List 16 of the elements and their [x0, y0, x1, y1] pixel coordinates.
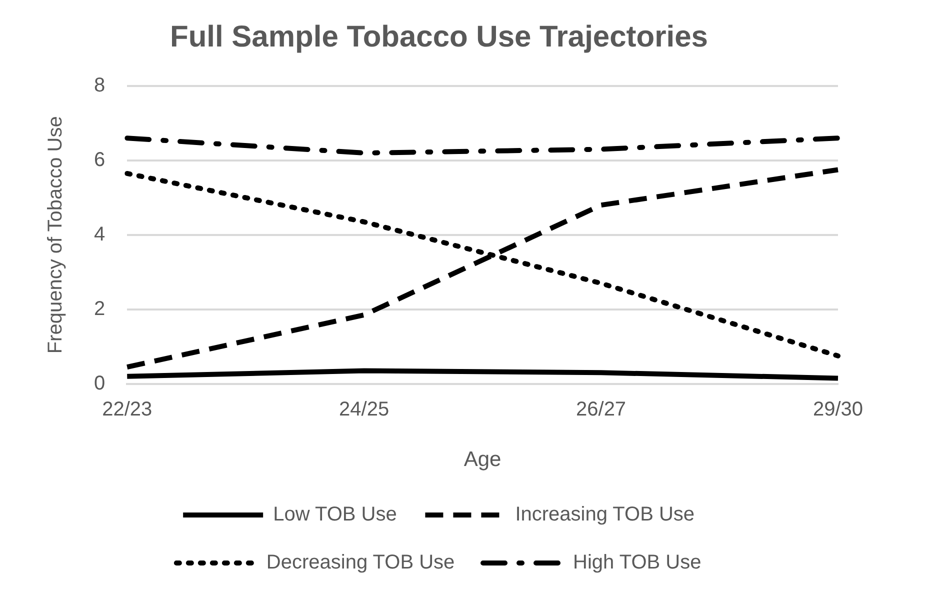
x-axis-title: Age — [464, 448, 502, 472]
y-axis-title: Frequency of Tobacco Use — [44, 116, 67, 354]
legend-label: High TOB Use — [573, 552, 702, 574]
y-tick-label: 2 — [94, 298, 106, 320]
chart-title: Full Sample Tobacco Use Trajectories — [170, 20, 708, 54]
x-tick-label: 22/23 — [102, 398, 152, 420]
y-tick-label: 6 — [94, 148, 106, 171]
legend-label: Low TOB Use — [273, 504, 397, 526]
y-tick-label: 0 — [94, 372, 106, 394]
x-tick-label: 24/25 — [339, 398, 390, 420]
y-tick-label: 8 — [94, 74, 106, 97]
x-tick-label: 29/30 — [812, 398, 864, 420]
legend-label: Decreasing TOB Use — [266, 552, 455, 574]
x-tick-label: 26/27 — [576, 398, 626, 420]
legend-label: Increasing TOB Use — [515, 504, 695, 526]
y-tick-label: 4 — [94, 223, 106, 246]
